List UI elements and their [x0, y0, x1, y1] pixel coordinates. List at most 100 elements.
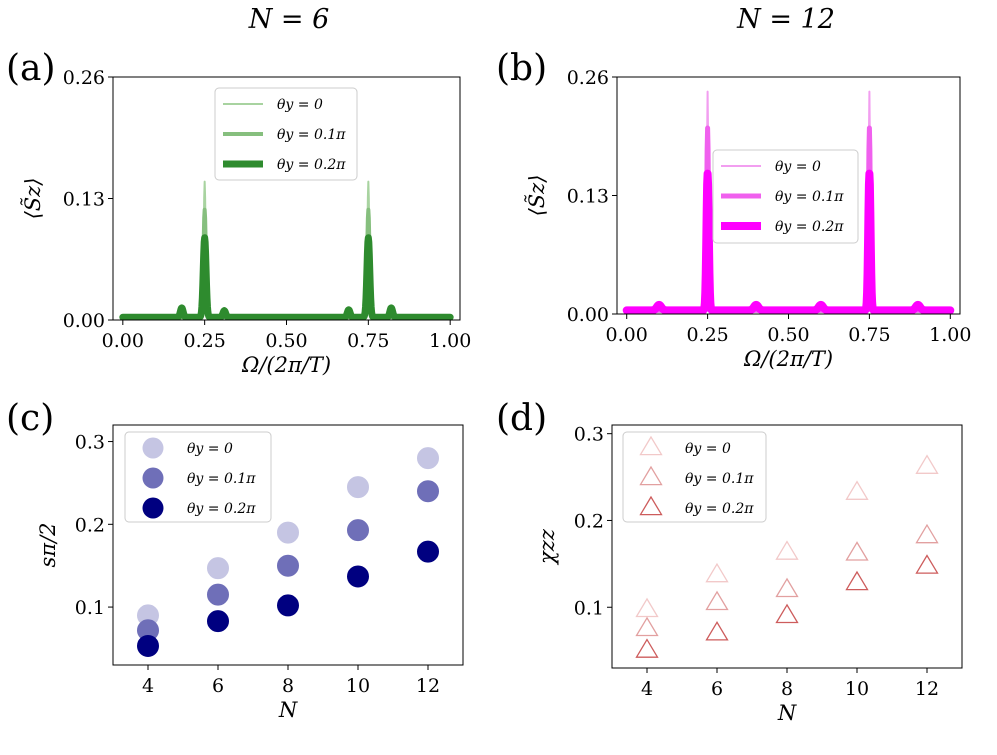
legend-label: θy = 0.2π [187, 501, 256, 517]
legend-label: θy = 0 [685, 441, 731, 457]
x-axis-label: N [777, 701, 797, 725]
x-tick-label: 8 [781, 678, 793, 700]
legend-label: θy = 0.1π [685, 471, 754, 487]
y-tick-label: 0.26 [63, 67, 105, 89]
data-point [775, 577, 799, 598]
data-point [347, 519, 369, 542]
data-point [277, 554, 299, 577]
x-tick-label: 10 [845, 678, 869, 700]
data-point [845, 541, 869, 561]
legend: θy = 0 θy = 0.1π θy = 0.2π [622, 431, 767, 523]
x-axis-label: Ω/(2π/T) [743, 347, 833, 371]
x-tick-label: 1.00 [429, 330, 471, 352]
legend: θy = 0 θy = 0.1π θy = 0.2π [124, 431, 272, 523]
legend-swatch [639, 495, 663, 516]
legend-label: θy = 0.2π [685, 501, 754, 517]
y-tick-label: 0.26 [567, 67, 609, 89]
data-point [635, 597, 659, 618]
legend: θy = 0 θy = 0.1π θy = 0.2π [712, 149, 859, 244]
legend-swatch [142, 467, 164, 489]
x-tick-label: 12 [416, 675, 440, 697]
legend-box [712, 149, 859, 244]
y-tick-label: 0.13 [63, 189, 105, 211]
legend-label: θy = 0.1π [277, 127, 346, 143]
legend-swatch [142, 437, 164, 459]
data-point [845, 570, 869, 591]
legend-swatch [142, 497, 164, 519]
x-tick-label: 0.25 [184, 330, 226, 352]
y-tick-label: 0.1 [574, 597, 604, 619]
x-tick-label: 0.75 [848, 324, 890, 346]
data-point [775, 540, 799, 560]
x-tick-label: 0.50 [265, 330, 307, 352]
x-axis-label: Ω/(2π/T) [241, 353, 331, 377]
data-point [915, 523, 939, 544]
x-tick-label: 6 [212, 675, 224, 697]
data-point [137, 634, 159, 657]
panel-label: (b) [496, 48, 547, 89]
series-line-2 [622, 169, 955, 314]
x-axis-label: N [278, 698, 298, 722]
column-title-left: N = 6 [248, 4, 330, 35]
x-tick-label: 0.75 [347, 330, 389, 352]
data-point [915, 454, 939, 474]
data-point [207, 610, 229, 633]
legend: θy = 0 θy = 0.1π θy = 0.2π [214, 87, 358, 181]
x-tick-label: 8 [282, 675, 294, 697]
y-tick-label: 0.3 [574, 424, 604, 446]
x-tick-label: 12 [915, 678, 939, 700]
plot-area [119, 180, 454, 320]
legend-label: θy = 0.1π [187, 471, 256, 487]
legend-label: θy = 0 [277, 97, 323, 113]
data-point [277, 594, 299, 617]
legend-label: θy = 0 [775, 159, 821, 175]
y-axis-label: ⟨S̃z⟩ [21, 178, 45, 220]
y-tick-label: 0.2 [75, 514, 105, 536]
legend-swatch [639, 465, 663, 486]
panel-label: (c) [6, 398, 54, 439]
data-point [705, 590, 729, 611]
panel-b: (b) 0.00 0.25 0.50 0.75 1.00 0.00 0.13 0.26 Ω/(2π… [496, 48, 971, 371]
data-point [915, 554, 939, 574]
y-tick-label: 0.13 [567, 186, 609, 208]
data-point [635, 638, 659, 658]
panel-label: (a) [6, 48, 56, 89]
plot-area [137, 447, 439, 657]
x-tick-label: 0.25 [686, 324, 728, 346]
y-tick-label: 0.00 [567, 304, 609, 326]
data-point [207, 583, 229, 606]
panel-label: (d) [496, 398, 547, 439]
legend-label: θy = 0.2π [775, 219, 844, 235]
x-tick-label: 1.00 [929, 324, 971, 346]
data-point [635, 616, 659, 637]
data-point [705, 621, 729, 641]
column-title-right: N = 12 [736, 4, 835, 35]
data-point [417, 540, 439, 563]
series-line-2 [119, 234, 454, 320]
x-tick-label: 10 [346, 675, 370, 697]
data-point [775, 603, 799, 624]
x-tick-label: 4 [641, 678, 653, 700]
y-axis-label: sπ/2 [36, 522, 60, 567]
data-point [277, 521, 299, 544]
series-line-0 [121, 180, 452, 319]
legend-swatch [639, 435, 663, 456]
data-point [417, 480, 439, 503]
data-point [347, 476, 369, 499]
y-tick-label: 0.2 [574, 510, 604, 532]
y-tick-label: 0.1 [75, 597, 105, 619]
y-tick-label: 0.3 [75, 432, 105, 454]
plot-area [622, 90, 955, 314]
y-tick-label: 0.00 [63, 310, 105, 332]
legend-label: θy = 0.1π [775, 189, 844, 205]
data-point [845, 480, 869, 500]
y-axis-label: χzz [535, 528, 559, 566]
data-point [347, 565, 369, 588]
plot-area [635, 454, 939, 658]
y-axis-label: ⟨S̃z⟩ [525, 175, 549, 217]
legend-box [124, 431, 272, 523]
x-tick-label: 4 [142, 675, 154, 697]
